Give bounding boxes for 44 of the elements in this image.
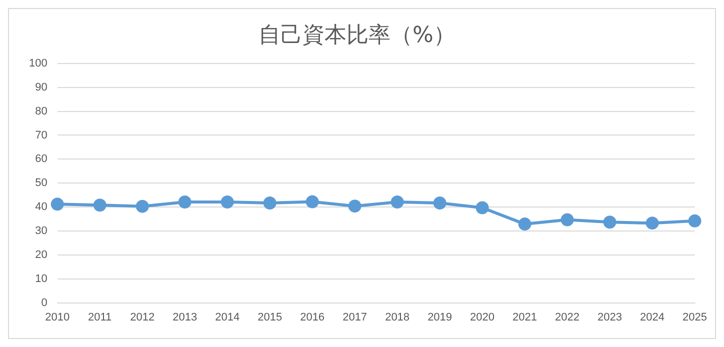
x-tick-label: 2023 — [598, 311, 622, 324]
x-tick-label: 2012 — [130, 311, 155, 324]
y-tick-label: 10 — [35, 272, 48, 285]
y-tick-label: 30 — [35, 225, 48, 238]
point — [348, 200, 362, 213]
point — [560, 213, 574, 226]
chart-title: 自己資本比率（%） — [258, 22, 456, 48]
x-tick-label: 2011 — [88, 311, 112, 324]
x-tick-label: 2010 — [45, 311, 70, 324]
point — [306, 195, 319, 208]
x-tick-label: 2014 — [215, 311, 240, 324]
x-tick-label: 2019 — [428, 311, 452, 324]
y-tick-label: 40 — [35, 201, 48, 214]
y-tick-label: 20 — [35, 248, 48, 261]
point — [433, 196, 446, 210]
point — [50, 198, 64, 211]
point — [136, 200, 149, 213]
y-tick-label: 100 — [28, 57, 48, 70]
y-tick-label: 60 — [35, 153, 48, 166]
x-tick-label: 2021 — [512, 311, 538, 324]
x-tick-label: 2025 — [682, 311, 708, 324]
point — [603, 216, 616, 229]
x-tick-label: 2017 — [342, 311, 368, 324]
y-tick-label: 50 — [35, 177, 48, 190]
x-tick-label: 2016 — [300, 311, 325, 324]
point — [646, 216, 659, 230]
y-tick-label: 0 — [41, 296, 48, 309]
point — [93, 198, 106, 212]
point — [220, 196, 234, 209]
point — [178, 196, 192, 209]
point — [688, 214, 702, 228]
x-tick-label: 2013 — [172, 311, 198, 324]
point — [476, 201, 489, 214]
y-tick-label: 80 — [35, 105, 48, 118]
point — [263, 196, 276, 210]
x-tick-label: 2015 — [258, 311, 282, 324]
point — [390, 196, 404, 209]
x-tick-label: 2018 — [385, 311, 410, 324]
point — [518, 218, 532, 231]
x-tick-label: 2020 — [470, 311, 495, 324]
x-tick-label: 2024 — [640, 311, 665, 324]
y-tick-label: 90 — [35, 81, 48, 94]
y-tick-label: 70 — [35, 129, 48, 142]
x-tick-label: 2022 — [555, 311, 580, 324]
